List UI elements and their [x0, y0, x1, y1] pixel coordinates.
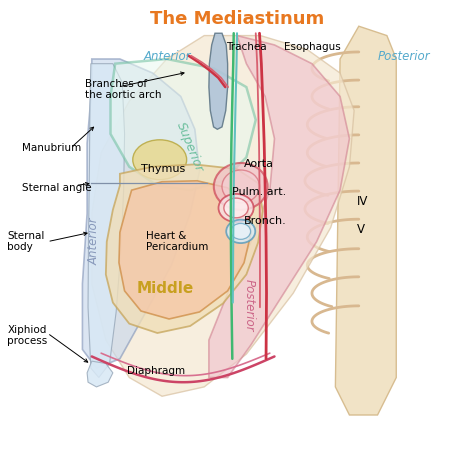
- Text: IV: IV: [356, 195, 368, 209]
- Ellipse shape: [231, 223, 251, 239]
- Text: Branches of
the aortic arch: Branches of the aortic arch: [85, 79, 161, 100]
- Text: Aorta: Aorta: [244, 159, 274, 169]
- Text: V: V: [356, 223, 365, 237]
- Polygon shape: [82, 59, 200, 368]
- Polygon shape: [209, 36, 349, 377]
- Text: Esophagus: Esophagus: [284, 42, 341, 52]
- Polygon shape: [110, 59, 256, 190]
- Text: Anterior: Anterior: [143, 50, 191, 63]
- Text: Diaphragm: Diaphragm: [127, 365, 185, 375]
- Polygon shape: [87, 361, 113, 387]
- Text: Sternal
body: Sternal body: [8, 231, 45, 253]
- Polygon shape: [88, 64, 125, 377]
- Ellipse shape: [224, 198, 248, 218]
- Ellipse shape: [222, 170, 259, 203]
- Text: Xiphiod
process: Xiphiod process: [8, 325, 48, 346]
- Text: Posterior: Posterior: [377, 50, 430, 63]
- Polygon shape: [336, 26, 396, 415]
- Text: Thymus: Thymus: [141, 164, 185, 174]
- Polygon shape: [106, 164, 263, 333]
- Text: Middle: Middle: [137, 281, 193, 296]
- Ellipse shape: [214, 163, 268, 210]
- Text: The Mediastinum: The Mediastinum: [150, 10, 324, 28]
- Text: Pulm. art.: Pulm. art.: [232, 188, 287, 198]
- Text: Superior: Superior: [174, 120, 206, 173]
- Ellipse shape: [226, 219, 255, 243]
- Polygon shape: [209, 33, 228, 129]
- Text: Bronch.: Bronch.: [244, 216, 287, 226]
- Text: Trachea: Trachea: [226, 42, 266, 52]
- Ellipse shape: [133, 140, 187, 180]
- Polygon shape: [119, 181, 251, 319]
- Text: Heart &
Pericardium: Heart & Pericardium: [146, 231, 208, 253]
- Text: Sternal angle: Sternal angle: [21, 183, 91, 193]
- Text: Posterior: Posterior: [242, 279, 255, 332]
- Text: Manubrium: Manubrium: [21, 143, 81, 153]
- Ellipse shape: [219, 194, 254, 222]
- Polygon shape: [92, 36, 354, 396]
- Text: Anterior: Anterior: [88, 218, 100, 265]
